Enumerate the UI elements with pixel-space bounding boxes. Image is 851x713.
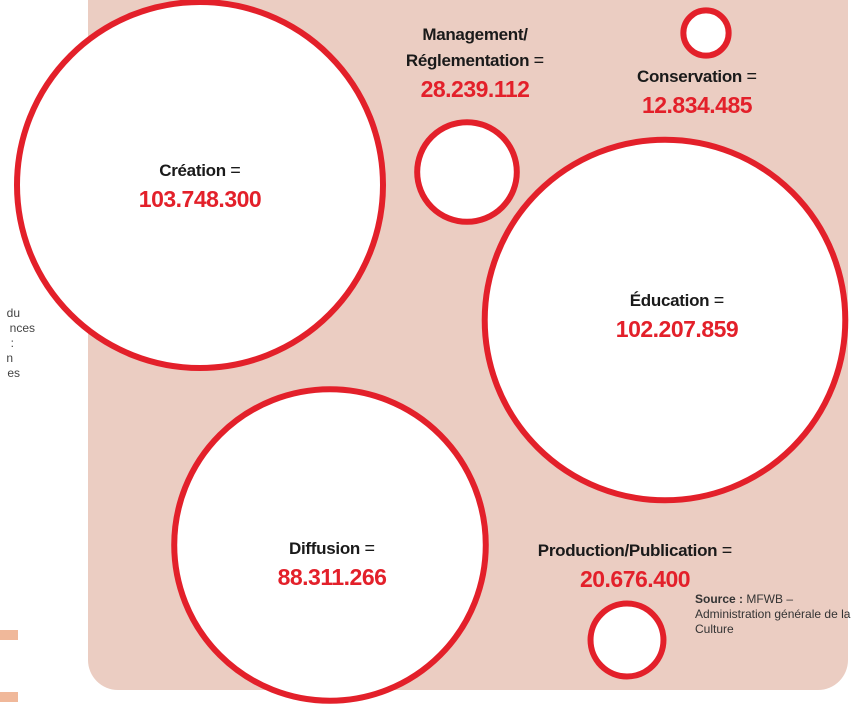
- equals-sign: =: [713, 290, 725, 310]
- category-name: Conservation: [636, 67, 743, 86]
- value-label: 20.676.400: [579, 566, 691, 592]
- bubble: [14, 0, 386, 371]
- bubble: [481, 136, 849, 504]
- bubble-label: Création = 103.748.300: [100, 158, 300, 214]
- margin-text: n: [6, 351, 13, 365]
- bubble: [587, 600, 667, 680]
- bubble: [171, 386, 489, 704]
- value-label: 28.239.112: [420, 76, 530, 102]
- thumbnail: [0, 630, 18, 640]
- value-label: 103.748.300: [138, 186, 262, 212]
- bubble-label: Production/Publication = 20.676.400: [505, 538, 765, 594]
- source: Source : MFWB – Administration générale …: [695, 592, 851, 637]
- margin-text: :: [10, 336, 14, 350]
- category-name: Production/Publication: [537, 541, 718, 560]
- value-label: 88.311.266: [277, 564, 387, 590]
- bubble-label: Management/ Réglementation = 28.239.112: [390, 22, 560, 104]
- source-label: Source :: [695, 592, 744, 606]
- equals-sign: =: [721, 540, 733, 560]
- value-label: 12.834.485: [641, 92, 753, 118]
- equals-sign: =: [533, 50, 545, 70]
- bubble-label: Conservation = 12.834.485: [612, 64, 782, 120]
- margin-text: nces: [9, 321, 35, 335]
- bubble-label: Diffusion = 88.311.266: [232, 536, 432, 592]
- value-label: 102.207.859: [615, 316, 739, 342]
- bubble-label: Éducation = 102.207.859: [577, 288, 777, 344]
- category-name: Éducation: [629, 291, 710, 310]
- margin-text: du: [6, 306, 20, 320]
- thumbnail: [0, 692, 18, 702]
- equals-sign: =: [230, 160, 241, 180]
- margin-text: es: [7, 366, 20, 380]
- bubble: [414, 119, 520, 225]
- source-text: MFWB – Administration générale de la Cul…: [695, 592, 851, 636]
- category-name: Création: [159, 161, 226, 180]
- bubble: [680, 7, 732, 59]
- equals-sign: =: [364, 538, 375, 558]
- category-name: Diffusion: [289, 539, 360, 558]
- equals-sign: =: [746, 66, 757, 86]
- category-name: Management/ Réglementation: [405, 25, 530, 70]
